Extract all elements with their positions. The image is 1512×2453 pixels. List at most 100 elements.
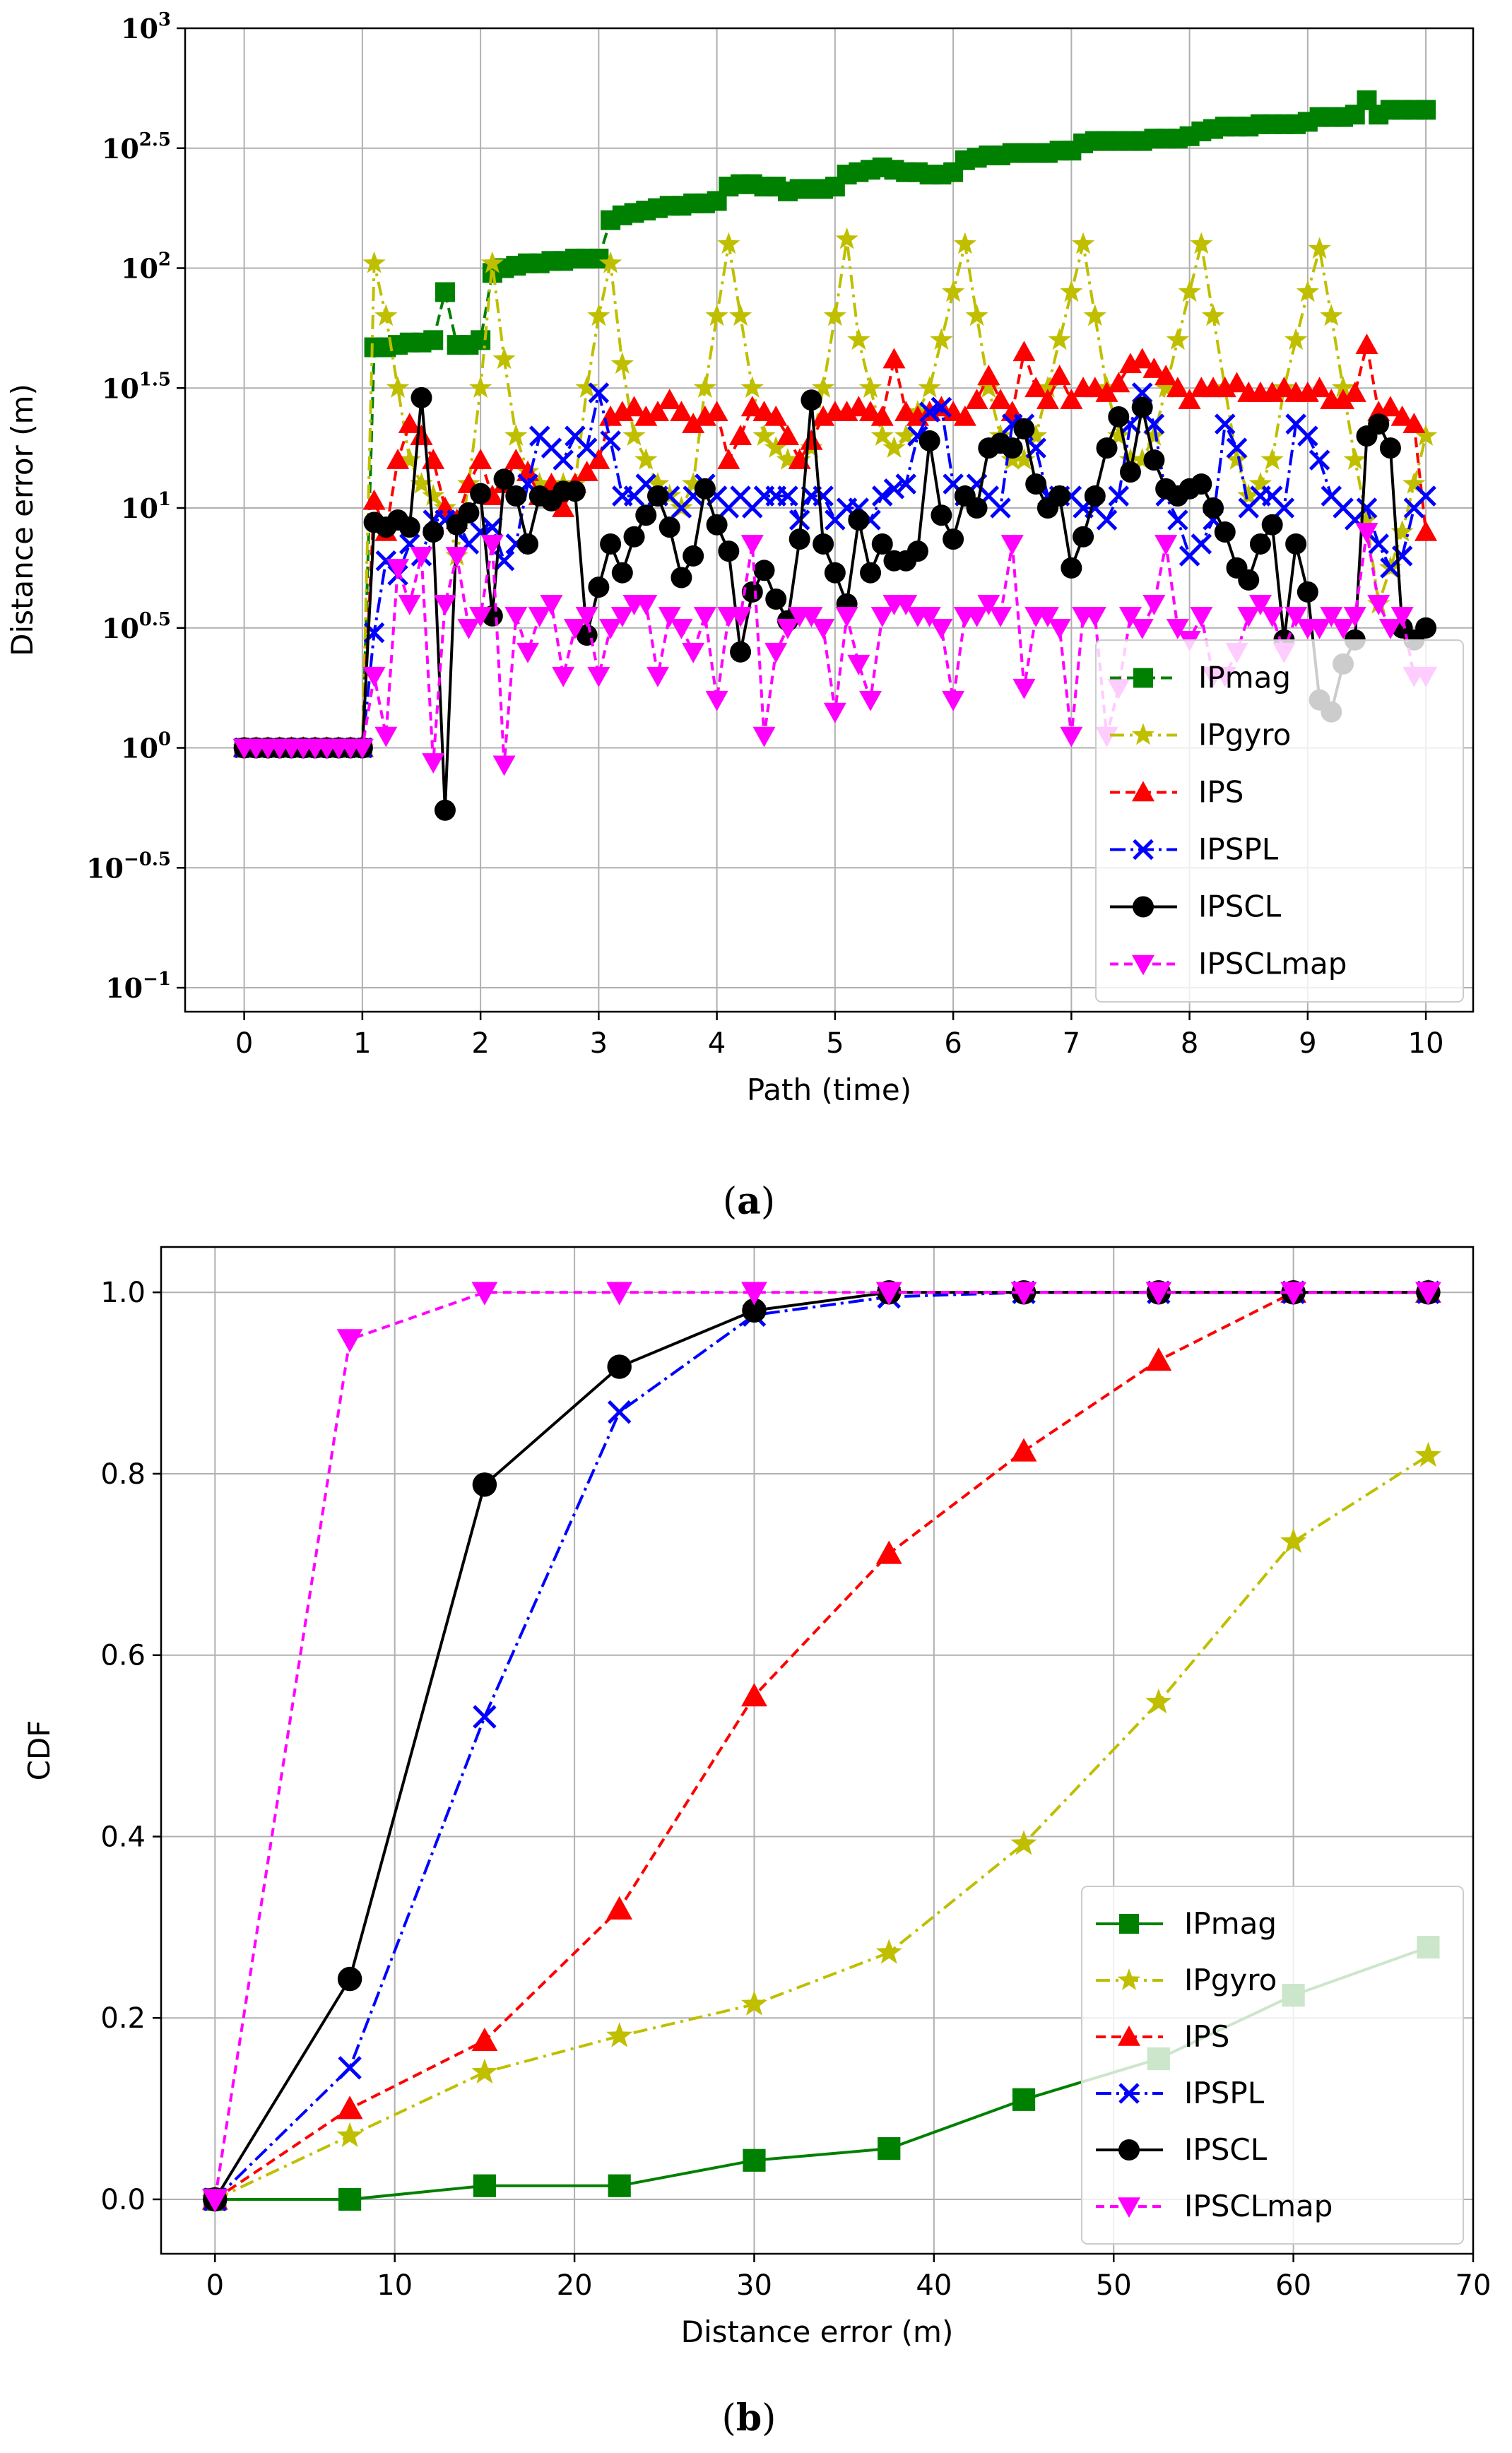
data-point-IPSPL xyxy=(990,497,1011,519)
data-point-IPS xyxy=(977,365,1000,386)
data-point-IPS xyxy=(882,348,906,369)
data-point-IPgyro xyxy=(398,448,421,470)
data-point-IPgyro xyxy=(1355,508,1378,530)
data-point-IPSCLmap xyxy=(965,607,988,627)
data-point-IPgyro xyxy=(1071,232,1095,254)
data-point-IPS xyxy=(1107,372,1130,393)
data-point-IPSCLmap xyxy=(1142,595,1166,615)
y-tick-label: 103 xyxy=(121,9,171,45)
x-tick-label: 7 xyxy=(1063,1027,1080,1060)
data-point-IPSCL xyxy=(718,540,740,562)
data-point-IPSCL xyxy=(931,504,952,526)
data-point-IPSCL xyxy=(1025,473,1047,495)
data-point-IPgyro xyxy=(875,1939,902,1964)
x-tick-label: 8 xyxy=(1181,1027,1198,1060)
data-point-IPSCLmap xyxy=(800,607,823,627)
data-point-IPSCLmap xyxy=(516,642,540,663)
legend: IPmag IPgyro IPS IPSPL IPSCL IPSCLmap xyxy=(1081,1886,1464,2245)
legend-label-IPSCL: IPSCL xyxy=(1184,2132,1268,2167)
x-tick-label: 20 xyxy=(557,2269,593,2302)
data-point-IPSPL xyxy=(1415,485,1436,507)
data-point-IPgyro xyxy=(847,328,870,350)
data-point-IPgyro xyxy=(740,1990,768,2016)
data-point-IPmag xyxy=(608,2174,631,2197)
data-point-IPSCL xyxy=(1131,396,1153,418)
data-point-IPgyro xyxy=(1166,328,1189,350)
data-point-IPS xyxy=(1012,341,1036,362)
data-point-IPSPL xyxy=(1368,533,1389,555)
data-point-IPSPL xyxy=(553,449,574,471)
data-point-IPmag xyxy=(589,248,609,268)
data-point-IPgyro xyxy=(918,376,941,398)
data-point-IPSCLmap xyxy=(1332,618,1355,639)
data-point-IPSCL xyxy=(871,533,893,555)
y-tick-label: 102.5 xyxy=(102,129,171,165)
data-point-IPSCLmap xyxy=(1367,595,1390,615)
data-point-IPS xyxy=(658,389,681,410)
data-point-IPgyro xyxy=(1201,304,1225,326)
data-point-IPSPL xyxy=(607,1400,632,1424)
data-point-IPSPL xyxy=(1108,485,1130,507)
data-point-IPSPL xyxy=(1273,497,1295,519)
data-point-IPgyro xyxy=(1000,448,1024,470)
data-point-IPSCLmap xyxy=(445,547,468,567)
data-point-IPSCLmap xyxy=(552,666,575,687)
data-point-IPgyro xyxy=(1010,1830,1037,1855)
data-point-IPSPL xyxy=(1215,413,1236,435)
data-point-IPgyro xyxy=(646,472,670,494)
data-point-IPSCL xyxy=(860,562,882,584)
data-point-IPSCL xyxy=(658,516,680,538)
y-tick-label: 101.5 xyxy=(102,369,171,404)
data-point-IPS xyxy=(1010,1438,1037,1462)
data-point-IPgyro xyxy=(1107,424,1130,446)
data-point-IPSCLmap xyxy=(705,690,728,711)
data-point-IPgyro xyxy=(1118,448,1142,470)
data-point-IPSCLmap xyxy=(875,1282,902,1306)
data-point-IPgyro xyxy=(682,472,705,494)
data-point-IPSCLmap xyxy=(894,595,918,615)
legend-label-IPSCLmap: IPSCLmap xyxy=(1198,947,1347,981)
y-axis-label: Distance error (m) xyxy=(5,384,40,656)
data-point-IPgyro xyxy=(1237,484,1260,506)
data-point-IPSCLmap xyxy=(1190,607,1213,627)
caption-a: (a) xyxy=(723,1180,775,1223)
data-point-IPSCL xyxy=(646,485,668,507)
data-point-IPSCLmap xyxy=(1260,607,1284,627)
data-point-IPSCLmap xyxy=(835,607,858,627)
data-point-IPgyro xyxy=(764,436,788,458)
x-axis-label: Path (time) xyxy=(747,1072,911,1107)
data-point-IPSCL xyxy=(1061,557,1082,579)
data-point-IPSPL xyxy=(1191,533,1212,555)
data-point-IPSPL xyxy=(919,401,940,422)
legend-marker-IPS xyxy=(1132,781,1154,802)
data-point-IPgyro xyxy=(1178,280,1201,302)
data-point-IPSCL xyxy=(813,533,834,555)
data-point-IPSCLmap xyxy=(410,547,433,567)
data-point-IPSCL xyxy=(848,509,870,531)
data-point-IPgyro xyxy=(1331,376,1355,398)
data-point-IPSCLmap xyxy=(606,1282,633,1306)
data-point-IPSCLmap xyxy=(1000,535,1024,555)
data-point-IPSPL xyxy=(473,1705,497,1729)
data-point-IPgyro xyxy=(1048,328,1071,350)
legend-marker-IPSPL xyxy=(1133,839,1154,861)
data-point-IPgyro xyxy=(1260,448,1284,470)
data-point-IPS xyxy=(1048,365,1071,386)
data-point-IPSCLmap xyxy=(492,755,516,776)
data-point-IPSCLmap xyxy=(859,690,882,711)
data-point-IPSCLmap xyxy=(930,618,953,639)
x-tick-label: 30 xyxy=(736,2269,772,2302)
data-point-IPSCL xyxy=(1001,437,1023,459)
data-point-IPSCLmap xyxy=(563,618,586,639)
data-point-IPgyro xyxy=(362,251,386,273)
data-point-IPSCLmap xyxy=(1145,1282,1172,1306)
data-point-IPSCL xyxy=(1049,485,1070,507)
data-point-IPSCLmap xyxy=(693,607,716,627)
x-tick-label: 60 xyxy=(1275,2269,1311,2302)
data-point-IPS xyxy=(942,401,965,422)
data-point-IPgyro xyxy=(1083,304,1106,326)
data-point-IPSPL xyxy=(895,473,916,495)
series-IPSCLmap xyxy=(201,1282,1441,2213)
data-point-IPS xyxy=(1225,372,1248,393)
data-point-IPSCL xyxy=(741,581,763,603)
